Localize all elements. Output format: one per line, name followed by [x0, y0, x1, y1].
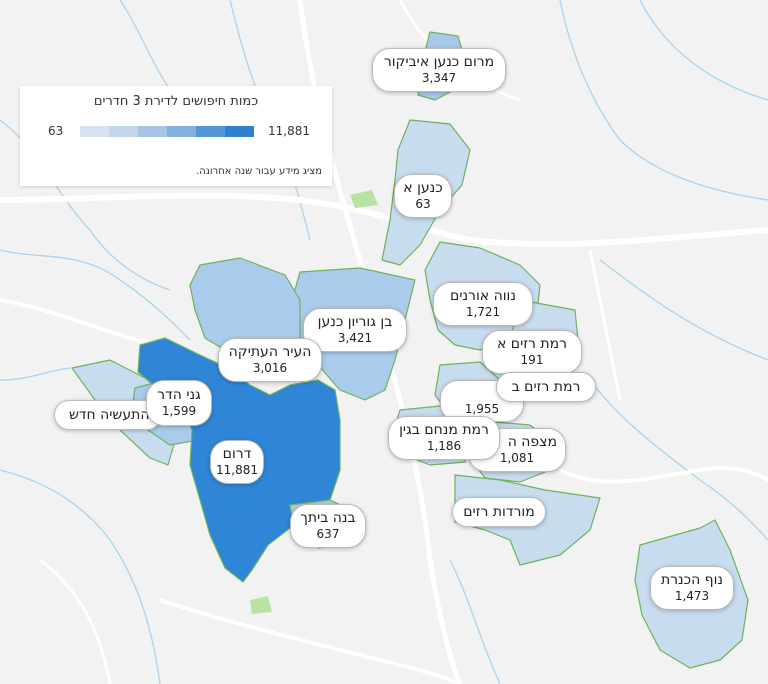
neighborhood-value: 11,881	[216, 463, 258, 477]
neighborhood-name: בנה ביתך	[300, 510, 356, 526]
neighborhood-name: מורדות רזים	[463, 504, 535, 520]
label-ramat-menachem[interactable]: רמת מנחם בגין 1,186	[388, 416, 500, 460]
label-ramat-razim-b[interactable]: רמת רזים ב	[496, 372, 596, 402]
legend-min-value: 63	[48, 124, 64, 138]
neighborhood-name: נוף הכנרת	[660, 572, 724, 588]
label-canaan-a[interactable]: כנען א 63	[394, 174, 452, 218]
neighborhood-value: 3,421	[337, 331, 373, 345]
legend-panel: כמות חיפושים לדירת 3 חדרים 11,881 63 מצי…	[20, 86, 332, 186]
legend-note: מציג מידע עבור שנה אחרונה.	[196, 166, 322, 177]
legend-swatch	[138, 126, 167, 137]
legend-swatch	[80, 126, 109, 137]
neighborhood-name: דרום	[222, 446, 252, 462]
neighborhood-value: 1,473	[674, 589, 710, 603]
neighborhood-name: רמת רזים ב	[511, 379, 581, 395]
neighborhood-name: כנען א	[403, 180, 443, 196]
label-neve-oranim[interactable]: נווה אורנים 1,721	[433, 282, 533, 326]
neighborhood-value: 1,186	[426, 439, 462, 453]
neighborhood-value: 63	[415, 197, 431, 211]
neighborhood-name: רמת מנחם בגין	[399, 422, 489, 438]
neighborhood-name: נווה אורנים	[450, 288, 516, 304]
label-ganei-hadar[interactable]: גני הדר 1,599	[146, 380, 212, 426]
neighborhood-value: 1,721	[465, 305, 501, 319]
neighborhood-value: 637	[316, 527, 340, 541]
label-ben-gurion[interactable]: בן גוריון כנען 3,421	[303, 308, 407, 352]
neighborhood-value: 3,347	[421, 71, 457, 85]
label-ramat-razim-a[interactable]: רמת רזים א 191	[482, 330, 582, 374]
label-mordot-razim[interactable]: מורדות רזים	[452, 497, 546, 527]
legend-swatch	[225, 126, 254, 137]
neighborhood-name: רמת רזים א	[496, 336, 568, 352]
neighborhood-value: 1,599	[161, 404, 197, 418]
neighborhood-value: 1,081	[499, 451, 535, 465]
neighborhood-name: בן גוריון כנען	[317, 314, 393, 330]
legend-max-value: 11,881	[268, 124, 310, 138]
neighborhood-name: העיר העתיקה	[228, 344, 312, 360]
neighborhood-value: 3,016	[252, 361, 288, 375]
neighborhood-name: מצפה ה	[507, 434, 557, 450]
legend-title: כמות חיפושים לדירת 3 חדרים	[93, 94, 259, 109]
neighborhood-name: מרום כנען איביקור	[383, 54, 495, 70]
label-bne-beitcha[interactable]: בנה ביתך 637	[290, 504, 366, 548]
legend-swatch	[109, 126, 138, 137]
label-nof-hakineret[interactable]: נוף הכנרת 1,473	[650, 566, 734, 610]
label-old-city[interactable]: העיר העתיקה 3,016	[218, 338, 322, 382]
label-marom-canaan[interactable]: מרום כנען איביקור 3,347	[372, 48, 506, 92]
label-taasiya[interactable]: התעשיה חדש	[54, 400, 162, 430]
neighborhood-value: 191	[520, 353, 544, 367]
legend-color-scale	[80, 126, 254, 137]
neighborhood-name: גני הדר	[157, 387, 201, 403]
neighborhood-name: התעשיה חדש	[69, 407, 150, 423]
label-darom[interactable]: דרום 11,881	[210, 440, 264, 484]
legend-swatch	[196, 126, 225, 137]
neighborhood-value: 1,955	[464, 402, 500, 416]
legend-swatch	[167, 126, 196, 137]
